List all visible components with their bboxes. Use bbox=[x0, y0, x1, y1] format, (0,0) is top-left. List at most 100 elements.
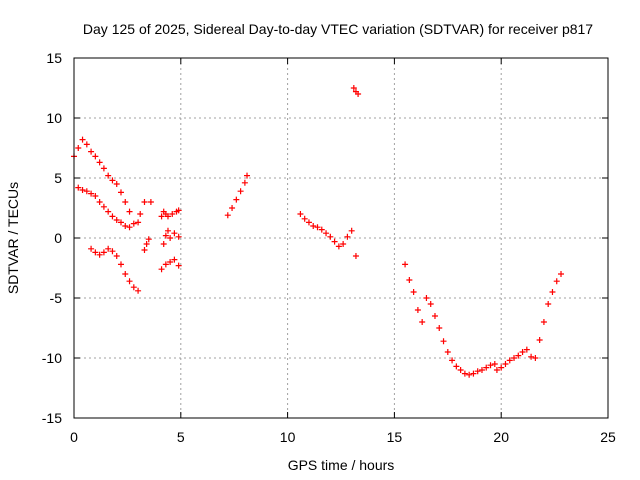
data-point bbox=[224, 212, 231, 219]
data-point bbox=[96, 199, 103, 205]
data-point bbox=[135, 219, 142, 226]
data-point bbox=[419, 319, 426, 325]
series-trace-i bbox=[402, 261, 498, 378]
data-point bbox=[171, 256, 178, 263]
x-tick-label: 5 bbox=[177, 429, 185, 445]
data-point bbox=[92, 249, 99, 256]
data-point bbox=[506, 357, 513, 364]
series-trace-a bbox=[71, 136, 133, 215]
data-point bbox=[88, 148, 95, 155]
data-point bbox=[244, 172, 251, 179]
data-point bbox=[141, 247, 148, 253]
data-point bbox=[105, 245, 112, 252]
data-point bbox=[487, 362, 494, 369]
series-trace-c bbox=[88, 245, 142, 294]
data-point bbox=[233, 196, 240, 203]
data-point bbox=[466, 371, 473, 378]
data-point bbox=[164, 213, 171, 220]
y-tick-label: 5 bbox=[54, 170, 62, 186]
data-point bbox=[350, 85, 357, 91]
data-point bbox=[431, 313, 438, 319]
data-point bbox=[158, 213, 165, 220]
data-point bbox=[100, 203, 107, 210]
data-point bbox=[553, 278, 560, 285]
data-point bbox=[126, 278, 133, 285]
data-point bbox=[100, 165, 107, 172]
data-point bbox=[96, 251, 103, 258]
x-tick-label: 0 bbox=[70, 429, 78, 445]
data-point bbox=[355, 91, 362, 97]
data-point bbox=[145, 236, 152, 243]
series-trace-j bbox=[493, 271, 565, 373]
data-point bbox=[511, 355, 518, 361]
data-point bbox=[122, 223, 129, 229]
data-point bbox=[122, 271, 129, 277]
data-point bbox=[109, 177, 116, 184]
data-point bbox=[75, 184, 82, 191]
data-point bbox=[169, 211, 176, 217]
data-point bbox=[335, 243, 342, 250]
data-point bbox=[92, 153, 99, 160]
y-tick-label: 0 bbox=[54, 230, 62, 246]
data-point bbox=[83, 188, 90, 195]
y-tick-label: 10 bbox=[46, 110, 62, 126]
data-point bbox=[113, 217, 120, 223]
series-trace-d bbox=[137, 199, 154, 253]
data-point bbox=[470, 370, 477, 377]
data-point bbox=[327, 233, 334, 240]
series-trace-e bbox=[158, 207, 182, 273]
x-tick-label: 10 bbox=[280, 429, 296, 445]
data-point bbox=[75, 145, 82, 151]
data-point bbox=[515, 352, 522, 359]
data-point bbox=[126, 208, 133, 215]
data-point bbox=[457, 367, 464, 373]
data-point bbox=[301, 215, 308, 222]
data-point bbox=[141, 199, 148, 205]
data-point bbox=[519, 349, 526, 355]
series-trace-b bbox=[75, 184, 142, 231]
data-point bbox=[135, 287, 142, 294]
x-tick-label: 20 bbox=[493, 429, 509, 445]
data-point bbox=[344, 233, 351, 240]
tick-layer: 0 5 10 15 20 25 -15 -10 -5 0 5 10 15 bbox=[42, 50, 616, 445]
data-point bbox=[175, 207, 182, 214]
data-point bbox=[474, 368, 481, 375]
data-point bbox=[402, 261, 409, 268]
data-point bbox=[478, 367, 485, 373]
data-point bbox=[528, 353, 535, 360]
data-point bbox=[162, 261, 169, 268]
data-point bbox=[105, 172, 112, 179]
data-point bbox=[79, 187, 86, 193]
data-point bbox=[318, 226, 325, 233]
data-point bbox=[237, 188, 244, 195]
data-point bbox=[498, 364, 505, 371]
data-point bbox=[540, 319, 547, 325]
data-point bbox=[558, 271, 565, 277]
data-point bbox=[147, 199, 154, 205]
data-point bbox=[158, 266, 165, 273]
data-point bbox=[229, 205, 236, 211]
data-point bbox=[532, 355, 539, 361]
data-point bbox=[323, 230, 330, 237]
data-point bbox=[117, 261, 124, 268]
data-point bbox=[96, 159, 103, 166]
data-point bbox=[88, 245, 95, 252]
data-point bbox=[160, 241, 167, 247]
data-point bbox=[297, 211, 304, 217]
data-point bbox=[449, 357, 456, 364]
data-point bbox=[164, 227, 171, 234]
y-tick-label: -10 bbox=[42, 350, 62, 366]
data-point bbox=[523, 346, 530, 353]
data-point bbox=[109, 248, 116, 255]
data-point bbox=[126, 224, 133, 231]
data-point bbox=[545, 301, 552, 307]
y-tick-label: -15 bbox=[42, 410, 62, 426]
data-point bbox=[314, 224, 321, 231]
data-point bbox=[130, 284, 137, 291]
data-point bbox=[241, 179, 248, 186]
data-point bbox=[461, 370, 468, 377]
data-point bbox=[175, 262, 182, 269]
data-point bbox=[453, 363, 460, 370]
data-point bbox=[105, 208, 112, 215]
data-point bbox=[310, 223, 317, 229]
